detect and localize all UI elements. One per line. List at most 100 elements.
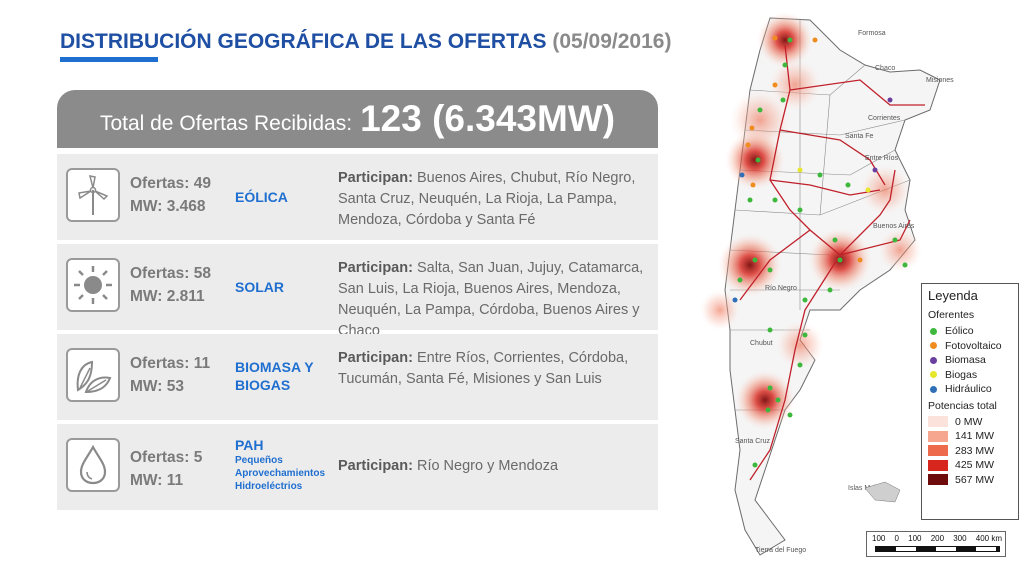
offer-stats: Ofertas: 11 MW: 53 bbox=[130, 352, 210, 398]
transmission-lines bbox=[739, 44, 925, 481]
participants-text: Entre Ríos, Corrientes, Córdoba, Tucumán… bbox=[338, 350, 629, 387]
map-legend: Leyenda Oferentes Eólico Fotovoltaico Biom… bbox=[921, 283, 1019, 520]
leaf-icon bbox=[66, 348, 120, 402]
legend-item-type: Biogas bbox=[928, 368, 1012, 383]
tech-label: PAH Pequeños Aprovechamientos Hidroeléct… bbox=[235, 436, 335, 493]
tech-label: BIOMASA Y BIOGAS bbox=[235, 359, 314, 393]
legend-item-type: Biomasa bbox=[928, 353, 1012, 368]
power-heatmap bbox=[700, 12, 922, 430]
legend-dot-icon bbox=[930, 385, 937, 393]
legend-dot-icon bbox=[930, 371, 937, 379]
legend-section-potencias: Potencias total bbox=[928, 399, 997, 412]
legend-item-label: Eólico bbox=[945, 325, 974, 338]
scale-tick-label: 100 bbox=[872, 534, 886, 543]
scale-tick-label: 200 bbox=[930, 534, 945, 543]
total-value: 123 (6.343MW) bbox=[360, 98, 616, 139]
argentina-map: Formosa Chaco Misiones Corrientes Santa … bbox=[700, 12, 954, 556]
tech-label: EÓLICA bbox=[235, 189, 288, 205]
participants-label: Participan: bbox=[338, 458, 413, 474]
map-label-tierra-fuego: Tierra del Fuego bbox=[755, 547, 806, 554]
map-label-corrientes: Corrientes bbox=[868, 115, 901, 122]
legend-swatch bbox=[928, 474, 948, 486]
legend-item-type: Hidráulico bbox=[928, 382, 1012, 397]
offer-row-eolica: Ofertas: 49 MW: 3.468 EÓLICA Participan:… bbox=[57, 154, 658, 240]
participants-label: Participan: bbox=[338, 350, 413, 366]
wind-turbine-icon bbox=[66, 168, 120, 222]
tech-label: SOLAR bbox=[235, 279, 284, 295]
participants: Participan: Río Negro y Mendoza bbox=[338, 456, 654, 477]
participants: Participan: Buenos Aires, Chubut, Río Ne… bbox=[338, 168, 654, 231]
legend-item-label: 567 MW bbox=[955, 473, 995, 486]
offer-stats: Ofertas: 58 MW: 2.811 bbox=[130, 262, 211, 308]
legend-swatch bbox=[928, 459, 948, 471]
participants: Participan: Salta, San Juan, Jujuy, Cata… bbox=[338, 258, 654, 342]
title-underline bbox=[60, 57, 158, 62]
participants-text: Buenos Aires, Chubut, Río Negro, Santa C… bbox=[338, 170, 636, 228]
participants-text: Río Negro y Mendoza bbox=[412, 458, 559, 474]
participants-label: Participan: bbox=[338, 260, 413, 276]
offer-mw: MW: 53 bbox=[130, 378, 184, 395]
map-label-santa-cruz: Santa Cruz bbox=[735, 438, 771, 445]
legend-section-oferentes: Oferentes bbox=[928, 309, 975, 321]
total-offers-header: Total de Ofertas Recibidas: 123 (6.343MW… bbox=[57, 90, 658, 148]
legend-item-label: Biomasa bbox=[945, 354, 986, 367]
scale-tick-label: 400 km bbox=[975, 534, 1002, 543]
scale-tick-label: 300 bbox=[953, 534, 967, 543]
scale-bar: 100 0 100 200 300 400 km bbox=[866, 531, 1006, 557]
legend-swatch bbox=[928, 445, 948, 457]
legend-item-power: 0 MW bbox=[928, 415, 1012, 430]
water-drop-icon bbox=[66, 438, 120, 492]
offer-count: Ofertas: 58 bbox=[130, 265, 211, 282]
malvinas-islands bbox=[864, 481, 901, 503]
legend-item-type: Eólico bbox=[928, 324, 1012, 339]
scale-tick-label: 0 bbox=[894, 534, 899, 543]
map-label-rio-negro: Río Negro bbox=[765, 285, 797, 292]
offer-mw: MW: 2.811 bbox=[130, 288, 205, 305]
title-text: DISTRIBUCIÓN GEOGRÁFICA DE LAS OFERTAS bbox=[60, 30, 547, 53]
map-label-chubut: Chubut bbox=[750, 340, 773, 347]
title-date: (05/09/2016) bbox=[552, 30, 672, 53]
map-label-chaco: Chaco bbox=[875, 65, 895, 72]
map-label-formosa: Formosa bbox=[858, 30, 886, 37]
legend-item-type: Fotovoltaico bbox=[928, 339, 1012, 354]
offer-count: Ofertas: 11 bbox=[130, 355, 211, 372]
slide-title: DISTRIBUCIÓN GEOGRÁFICA DE LAS OFERTAS (… bbox=[60, 30, 671, 54]
legend-item-power: 567 MW bbox=[928, 473, 1012, 488]
total-label: Total de Ofertas Recibidas: bbox=[99, 112, 353, 135]
scale-tick-label: 100 bbox=[908, 534, 922, 543]
legend-item-label: Hidráulico bbox=[945, 383, 992, 396]
legend-dot-icon bbox=[930, 342, 937, 350]
offer-mw: MW: 11 bbox=[130, 472, 184, 489]
offer-count: Ofertas: 49 bbox=[130, 175, 211, 192]
legend-item-label: 141 MW bbox=[955, 430, 995, 443]
map-label-misiones: Misiones bbox=[926, 77, 954, 84]
map-label-entre-rios: Entre Ríos bbox=[865, 155, 899, 162]
map-label-santa-fe: Santa Fe bbox=[845, 133, 874, 140]
legend-item-label: Biogas bbox=[945, 368, 978, 381]
offer-row-biomasa: Ofertas: 11 MW: 53 BIOMASA Y BIOGAS Part… bbox=[57, 334, 658, 420]
map-label-buenos-aires: Buenos Aires bbox=[873, 223, 915, 230]
tech-label-sub: Pequeños Aprovechamientos Hidroeléctrios bbox=[235, 455, 326, 492]
offer-points bbox=[732, 35, 908, 468]
offer-stats: Ofertas: 5 MW: 11 bbox=[130, 446, 202, 492]
offer-mw: MW: 3.468 bbox=[130, 198, 206, 215]
sun-icon bbox=[66, 258, 120, 312]
offer-stats: Ofertas: 49 MW: 3.468 bbox=[130, 172, 211, 218]
legend-item-power: 425 MW bbox=[928, 458, 1012, 473]
legend-dot-icon bbox=[930, 356, 937, 364]
scale-bar-graphic bbox=[875, 546, 1000, 552]
participants-label: Participan: bbox=[338, 170, 413, 186]
legend-item-label: Fotovoltaico bbox=[945, 339, 1002, 352]
legend-item-label: 283 MW bbox=[955, 444, 995, 457]
legend-dot-icon bbox=[930, 327, 937, 335]
participants: Participan: Entre Ríos, Corrientes, Córd… bbox=[338, 348, 654, 390]
offer-row-solar: Ofertas: 58 MW: 2.811 SOLAR Participan: … bbox=[57, 244, 658, 339]
legend-swatch bbox=[928, 416, 948, 428]
tech-label-main: PAH bbox=[235, 437, 264, 453]
legend-item-power: 283 MW bbox=[928, 444, 1012, 459]
legend-item-label: 0 MW bbox=[955, 415, 983, 428]
legend-title: Leyenda bbox=[928, 288, 978, 303]
legend-swatch bbox=[928, 430, 948, 442]
offer-row-pah: Ofertas: 5 MW: 11 PAH Pequeños Aprovecha… bbox=[57, 424, 658, 510]
offer-count: Ofertas: 5 bbox=[130, 449, 203, 466]
